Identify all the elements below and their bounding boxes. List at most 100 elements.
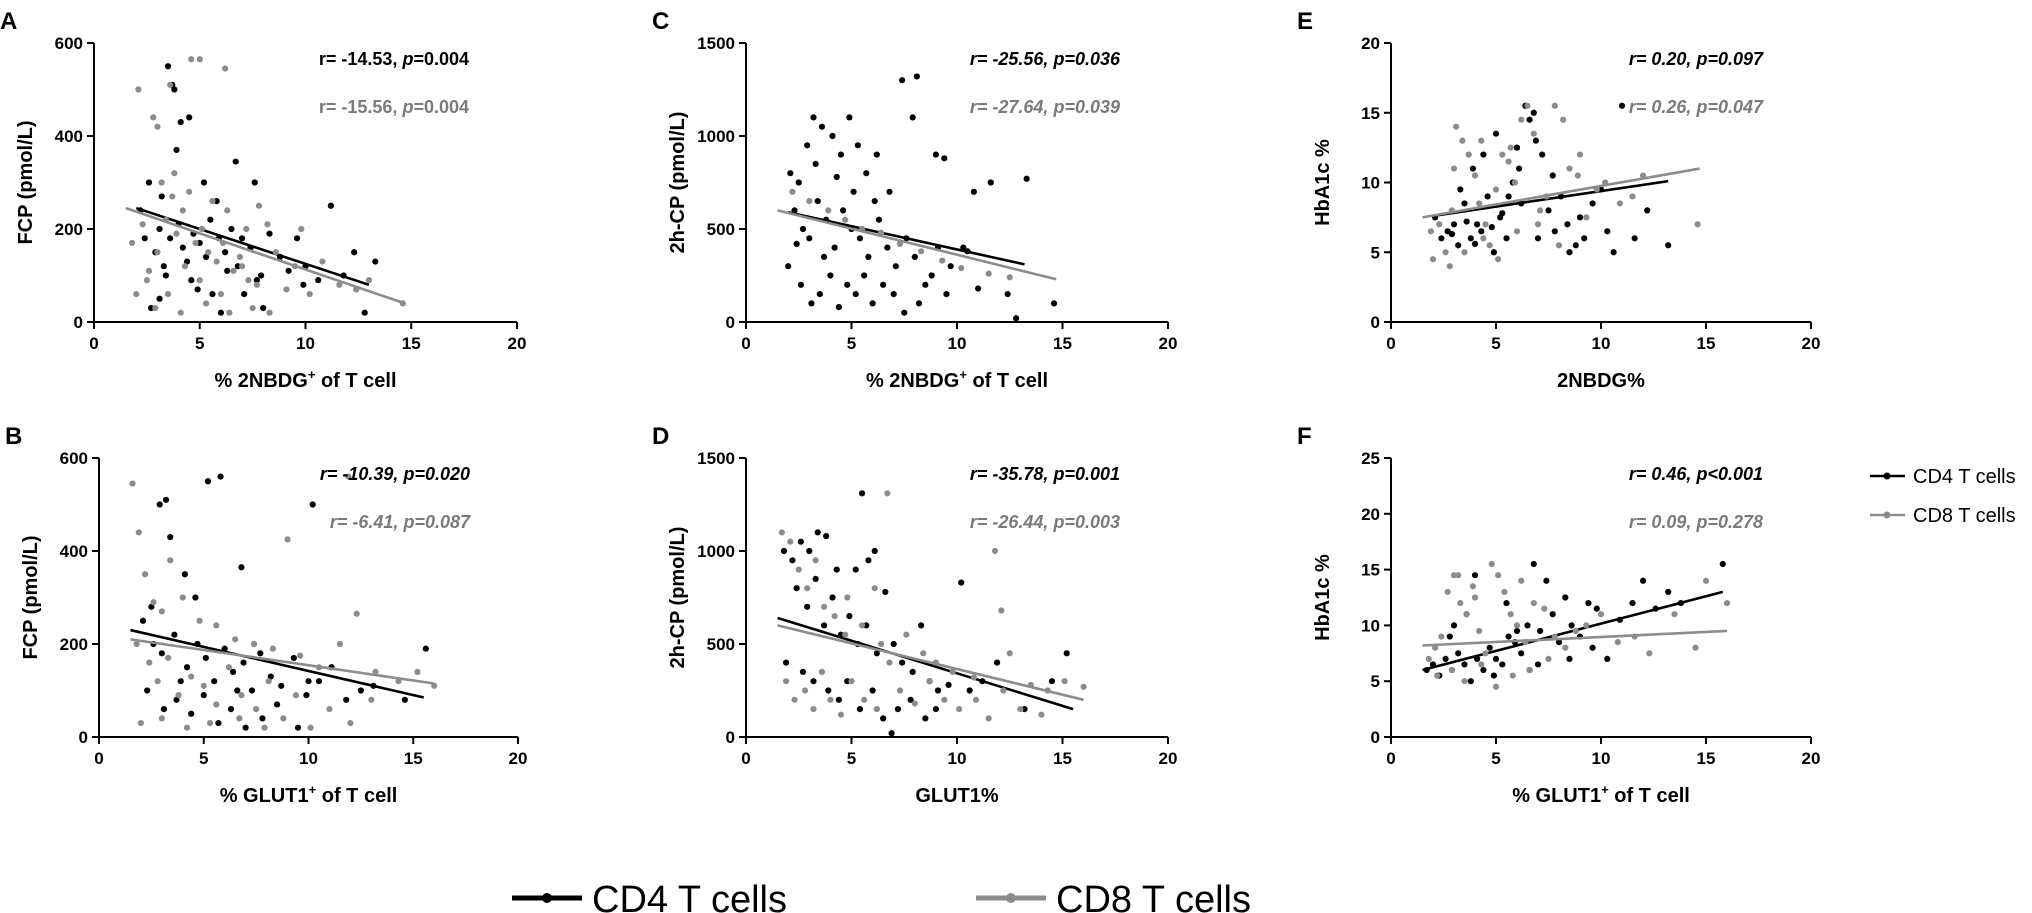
point-cd4-b (234, 687, 241, 694)
point-cd4-b (215, 719, 222, 727)
point-cd4-c (844, 281, 851, 288)
stat-cd4-d: r= -35.78, p=0.001 (970, 464, 1120, 484)
point-cd4-c (833, 173, 840, 181)
point-cd8-a (253, 281, 260, 288)
point-cd4-e (1480, 151, 1487, 158)
point-cd8-a (133, 291, 140, 298)
point-cd8-e (1583, 214, 1590, 221)
point-cd4-e (1576, 214, 1584, 221)
point-cd8-e (1629, 193, 1636, 200)
point-cd8-a (188, 56, 195, 63)
point-cd4-d (812, 575, 819, 583)
point-cd8-b (141, 571, 149, 578)
point-cd4-d (820, 622, 828, 629)
point-cd4-c (869, 300, 876, 307)
fit-line-cd4-f (1422, 590, 1724, 672)
point-cd8-e (1465, 151, 1472, 158)
point-cd8-c (958, 264, 965, 272)
point-cd4-d (993, 659, 1001, 666)
point-cd8-e (1427, 228, 1434, 235)
point-cd4-e (1471, 240, 1479, 247)
point-cd8-e (1482, 221, 1489, 228)
point-cd8-f (1646, 650, 1653, 657)
point-cd8-d (926, 678, 933, 685)
y-axis-title-f: HbA1c % (1312, 554, 1334, 641)
point-cd4-d (1063, 650, 1070, 657)
point-cd4-f (1524, 622, 1531, 629)
point-cd8-a (283, 286, 290, 293)
point-cd4-c (863, 170, 870, 177)
y-tick-label-f: 20 (1361, 505, 1380, 524)
stat-cd8-b: r= -6.41, p=0.087 (330, 512, 471, 532)
point-cd8-a (365, 277, 373, 284)
point-cd4-d (918, 622, 925, 629)
point-cd8-e (1551, 102, 1558, 109)
x-tick-label-f: 5 (1491, 749, 1500, 768)
point-cd4-f (1442, 655, 1449, 662)
point-cd4-d (825, 687, 832, 694)
series-cd8-d (777, 490, 1087, 722)
point-cd4-c (820, 253, 828, 260)
x-tick-label-e: 15 (1697, 334, 1716, 353)
point-cd4-d (871, 547, 878, 555)
x-axis-title-b: % GLUT1+ of T cell (220, 782, 398, 807)
point-cd4-c (846, 114, 853, 121)
point-cd8-e (1560, 116, 1567, 123)
point-cd4-b (204, 478, 212, 485)
point-cd8-b (200, 682, 207, 689)
point-cd4-e (1566, 249, 1573, 256)
point-cd4-c (960, 244, 967, 251)
point-cd4-e (1532, 137, 1539, 144)
fit-line-cd8-d (777, 624, 1084, 702)
side-legend-cd8-label: CD8 T cells (1913, 505, 2016, 527)
point-cd8-f (1495, 572, 1502, 579)
point-cd8-f (1448, 666, 1455, 674)
series-cd4-f (1422, 560, 1726, 685)
point-cd4-a (241, 291, 248, 298)
y-tick-label-f: 0 (1371, 728, 1380, 747)
point-cd4-c (797, 281, 804, 288)
point-cd8-d (1000, 687, 1007, 694)
point-cd4-f (1585, 599, 1592, 607)
point-cd8-b (133, 640, 140, 648)
point-cd4-c (899, 77, 906, 84)
point-cd8-a (181, 263, 189, 270)
point-cd4-f (1461, 661, 1468, 668)
point-cd8-a (171, 170, 178, 177)
point-cd8-d (998, 607, 1005, 614)
point-cd4-c (975, 285, 982, 292)
point-cd4-e (1505, 193, 1512, 200)
y-tick-label-d: 0 (726, 728, 735, 747)
point-cd8-d (896, 687, 904, 694)
point-cd8-a (306, 291, 313, 298)
point-cd8-d (778, 529, 785, 536)
point-cd4-e (1665, 242, 1672, 249)
point-cd8-c (806, 198, 813, 205)
point-cd4-f (1518, 650, 1525, 657)
point-cd4-b (343, 696, 350, 703)
point-cd4-e (1631, 235, 1638, 242)
point-cd4-f (1471, 572, 1479, 579)
panel-d: D 0 5 10 15 20 0 500 1000 1500 GLUT1% 2h-CP (pmol/L… (652, 423, 1177, 807)
point-cd8-a (164, 291, 172, 298)
point-cd4-d (966, 687, 973, 694)
point-cd4-c (1023, 175, 1030, 182)
point-cd4-b (200, 692, 207, 699)
series-cd8-e (1422, 102, 1701, 270)
point-cd4-a (209, 291, 216, 298)
point-cd8-a (158, 179, 165, 186)
point-cd4-a (207, 216, 214, 223)
point-cd8-d (884, 490, 891, 497)
point-cd4-a (260, 304, 267, 312)
point-cd4-d (909, 668, 916, 676)
point-cd8-c (939, 257, 946, 264)
point-cd8-a (135, 86, 142, 93)
stat-cd4-a: r= -14.53, p=0.004 (319, 49, 469, 69)
side-legend: CD4 T cells CD8 T cells (1870, 466, 2016, 527)
point-cd4-c (880, 281, 887, 288)
point-cd8-d (831, 613, 838, 620)
bottom-legend-cd8-marker (1006, 893, 1016, 903)
point-cd8-d (903, 631, 910, 638)
point-cd8-d (810, 706, 817, 713)
point-cd8-c (985, 270, 992, 277)
